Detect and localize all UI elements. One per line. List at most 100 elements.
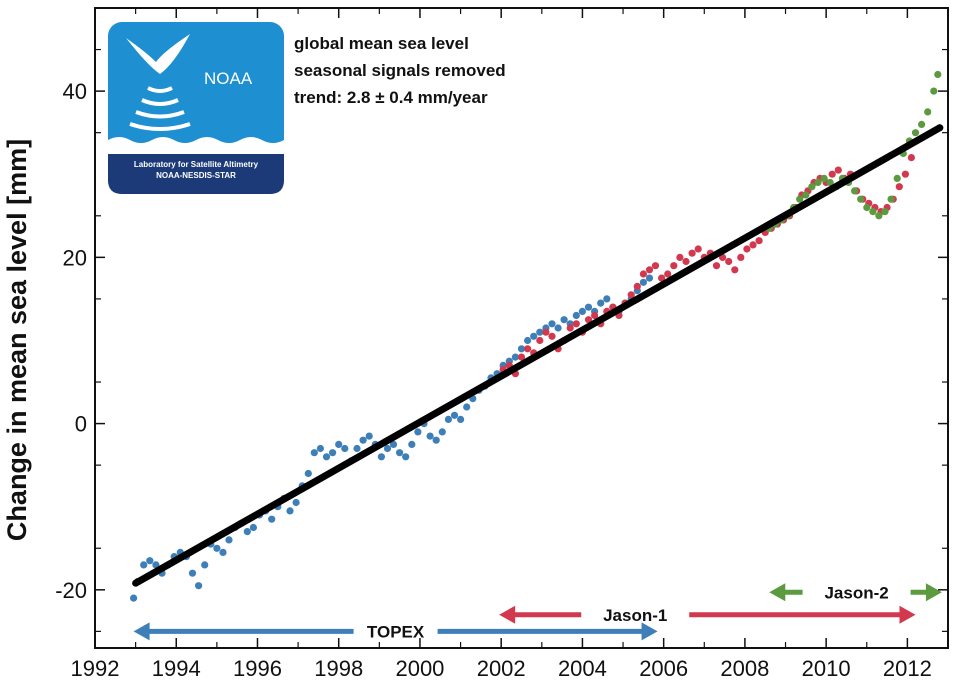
data-point bbox=[572, 311, 580, 320]
mission-label: Jason-2 bbox=[824, 583, 888, 602]
data-point bbox=[268, 515, 276, 523]
data-point bbox=[682, 257, 690, 266]
data-point bbox=[249, 523, 257, 532]
data-point bbox=[731, 266, 739, 274]
data-point bbox=[591, 311, 599, 320]
data-point bbox=[377, 453, 385, 461]
data-point bbox=[396, 449, 404, 457]
x-tick-label: 2002 bbox=[477, 656, 526, 681]
data-point bbox=[712, 262, 721, 270]
annotation-line3: trend: 2.8 ± 0.4 mm/year bbox=[294, 88, 488, 107]
data-point bbox=[670, 262, 678, 270]
x-tick-label: 1994 bbox=[152, 656, 201, 681]
data-point bbox=[322, 453, 331, 461]
data-point bbox=[901, 170, 910, 178]
data-point bbox=[383, 444, 392, 453]
y-tick-label: 0 bbox=[75, 412, 87, 437]
data-point bbox=[893, 174, 901, 182]
data-point bbox=[694, 245, 702, 253]
data-point bbox=[826, 178, 834, 187]
data-point bbox=[658, 274, 666, 282]
data-point bbox=[851, 187, 859, 195]
x-tick-label: 2010 bbox=[802, 656, 851, 681]
data-point bbox=[651, 262, 660, 270]
data-point bbox=[743, 245, 751, 253]
data-point bbox=[548, 320, 556, 328]
data-point bbox=[737, 253, 745, 261]
x-tick-label: 2004 bbox=[558, 656, 607, 681]
data-point bbox=[130, 594, 138, 602]
data-point bbox=[201, 561, 209, 569]
data-point bbox=[517, 345, 526, 353]
data-point bbox=[820, 174, 828, 182]
series-jason-2 bbox=[765, 70, 942, 232]
mission-label: Jason-1 bbox=[603, 606, 667, 625]
x-tick-label: 1992 bbox=[71, 656, 120, 681]
data-point bbox=[808, 183, 816, 191]
data-point bbox=[329, 449, 337, 457]
y-tick-label: -20 bbox=[55, 578, 87, 603]
data-point bbox=[814, 178, 822, 187]
data-point bbox=[389, 440, 398, 448]
data-point bbox=[627, 291, 635, 299]
data-point bbox=[560, 316, 568, 324]
y-tick-label: 20 bbox=[63, 245, 87, 270]
mission-arrow-head-left bbox=[499, 605, 516, 624]
data-point bbox=[457, 415, 465, 423]
data-point bbox=[292, 498, 300, 507]
data-point bbox=[645, 274, 654, 282]
data-point bbox=[633, 282, 641, 290]
data-point bbox=[881, 208, 889, 216]
data-point bbox=[755, 237, 763, 245]
data-point bbox=[566, 324, 574, 332]
mission-arrow-head-right bbox=[899, 605, 916, 624]
trend-line bbox=[132, 124, 944, 587]
data-point bbox=[530, 332, 538, 340]
data-point bbox=[414, 428, 422, 436]
data-point bbox=[219, 548, 227, 557]
mission-arrow-head-right bbox=[641, 622, 658, 641]
data-point bbox=[664, 270, 672, 278]
axis-ticks bbox=[94, 8, 949, 648]
data-point bbox=[225, 536, 233, 544]
data-point bbox=[863, 203, 871, 212]
data-point bbox=[930, 87, 938, 95]
logo-name: NOAA bbox=[204, 69, 253, 88]
noaa-logo: NOAA Laboratory for Satellite Altimetry … bbox=[108, 22, 284, 194]
data-point bbox=[869, 208, 877, 216]
data-point bbox=[524, 336, 532, 345]
mission-topex: TOPEX bbox=[133, 622, 658, 641]
data-point bbox=[828, 170, 836, 178]
data-point bbox=[310, 449, 318, 457]
data-point bbox=[918, 120, 926, 128]
x-tick-label: 2008 bbox=[720, 656, 769, 681]
mission-arrow-head-left bbox=[133, 622, 150, 641]
x-tick-label: 2006 bbox=[639, 656, 688, 681]
data-point bbox=[438, 428, 446, 436]
data-point bbox=[140, 561, 148, 569]
data-point bbox=[536, 328, 544, 336]
data-point bbox=[578, 307, 587, 315]
data-point bbox=[408, 440, 416, 448]
data-point bbox=[524, 345, 532, 353]
mission-arrows: TOPEX Jason-1 Jason-2 bbox=[133, 583, 942, 641]
annotation-line2: seasonal signals removed bbox=[294, 61, 506, 80]
data-point bbox=[572, 320, 580, 328]
data-point bbox=[645, 266, 654, 274]
data-point bbox=[907, 154, 916, 162]
data-point bbox=[359, 436, 367, 444]
data-point bbox=[463, 403, 471, 411]
data-point bbox=[146, 557, 154, 565]
data-point bbox=[316, 444, 324, 453]
data-point bbox=[341, 444, 349, 453]
data-point bbox=[554, 324, 562, 332]
x-tick-label: 1996 bbox=[233, 656, 282, 681]
mission-arrow-head-right bbox=[925, 583, 942, 602]
signal-waves-icon bbox=[129, 86, 191, 131]
x-tick-label: 1998 bbox=[314, 656, 363, 681]
y-axis-label: Change in mean sea level [mm] bbox=[2, 139, 32, 541]
data-point bbox=[450, 411, 459, 419]
annotation-line1: global mean sea level bbox=[294, 34, 469, 53]
bird-icon bbox=[126, 34, 190, 74]
data-point bbox=[857, 195, 865, 203]
